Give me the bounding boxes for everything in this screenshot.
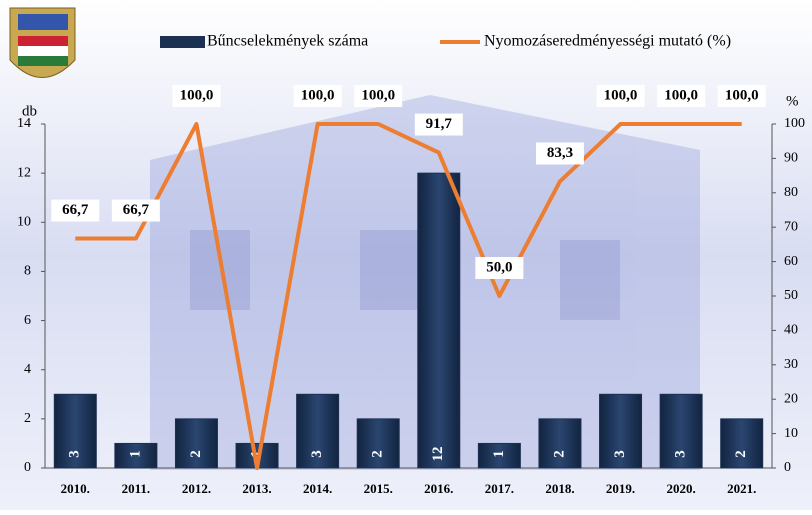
y2-tick-label: 60 [784, 254, 798, 269]
x-tick-label: 2010. [61, 481, 90, 496]
logo [10, 8, 75, 78]
x-tick-label: 2011. [122, 481, 151, 496]
y-tick-label: 6 [24, 313, 31, 328]
legend-swatch [160, 36, 205, 48]
line-value-label: 100,0 [301, 87, 335, 103]
chart: Bűncselekmények száma Nyomozáseredményes… [0, 0, 812, 510]
bar [418, 173, 460, 468]
x-tick-label: 2013. [242, 481, 271, 496]
y2-axis-label: % [786, 93, 799, 109]
line-value-label: 91,7 [426, 116, 453, 132]
y2-tick-label: 0 [784, 460, 791, 475]
y2-tick-label: 20 [784, 391, 798, 406]
legend-label: Bűncselekmények száma [207, 33, 368, 50]
y-tick-label: 10 [17, 215, 31, 230]
line-value-label: 100,0 [180, 87, 214, 103]
bar-value-label: 2 [370, 450, 386, 458]
line-value-label: 66,7 [123, 202, 150, 218]
bar-value-label: 2 [188, 450, 204, 458]
line-value-label: 100,0 [361, 87, 395, 103]
line-value-label: 100,0 [725, 87, 759, 103]
y-tick-label: 0 [24, 460, 31, 475]
line-value-label: 50,0 [486, 259, 512, 275]
y-tick-label: 12 [17, 165, 31, 180]
line-value-label: 100,0 [604, 87, 638, 103]
bar-value-label: 3 [67, 450, 83, 458]
bar-value-label: 12 [430, 447, 446, 462]
bar [539, 419, 581, 468]
bar [175, 419, 217, 468]
y2-tick-label: 90 [784, 151, 798, 166]
y-tick-label: 14 [17, 116, 31, 131]
y2-tick-label: 100 [784, 116, 805, 131]
x-tick-label: 2017. [485, 481, 514, 496]
x-tick-label: 2020. [667, 481, 696, 496]
y-tick-label: 4 [24, 362, 31, 377]
bar-value-label: 3 [309, 450, 325, 458]
x-tick-label: 2021. [727, 481, 756, 496]
legend-label: Nyomozáseredményességi mutató (%) [484, 33, 731, 50]
bar-value-label: 1 [491, 450, 507, 458]
x-tick-label: 2019. [606, 481, 635, 496]
x-tick-label: 2018. [545, 481, 574, 496]
bar [721, 419, 763, 468]
y2-tick-label: 80 [784, 185, 798, 200]
bar-value-label: 2 [733, 450, 749, 458]
y2-tick-label: 70 [784, 219, 798, 234]
x-tick-label: 2015. [364, 481, 393, 496]
bar-value-label: 3 [612, 450, 628, 458]
y2-tick-label: 10 [784, 426, 798, 441]
y2-tick-label: 50 [784, 288, 798, 303]
bar-value-label: 3 [673, 450, 689, 458]
bar-value-label: 2 [551, 450, 567, 458]
line-value-label: 83,3 [547, 145, 573, 161]
bar-value-label: 1 [127, 450, 143, 458]
y2-tick-label: 30 [784, 357, 798, 372]
x-tick-label: 2014. [303, 481, 332, 496]
line-value-label: 66,7 [62, 202, 89, 218]
bar [357, 419, 399, 468]
x-tick-label: 2016. [424, 481, 453, 496]
y-tick-label: 8 [24, 264, 31, 279]
y-tick-label: 2 [24, 411, 31, 426]
x-tick-label: 2012. [182, 481, 211, 496]
line-value-label: 100,0 [664, 87, 698, 103]
y2-tick-label: 40 [784, 323, 798, 338]
